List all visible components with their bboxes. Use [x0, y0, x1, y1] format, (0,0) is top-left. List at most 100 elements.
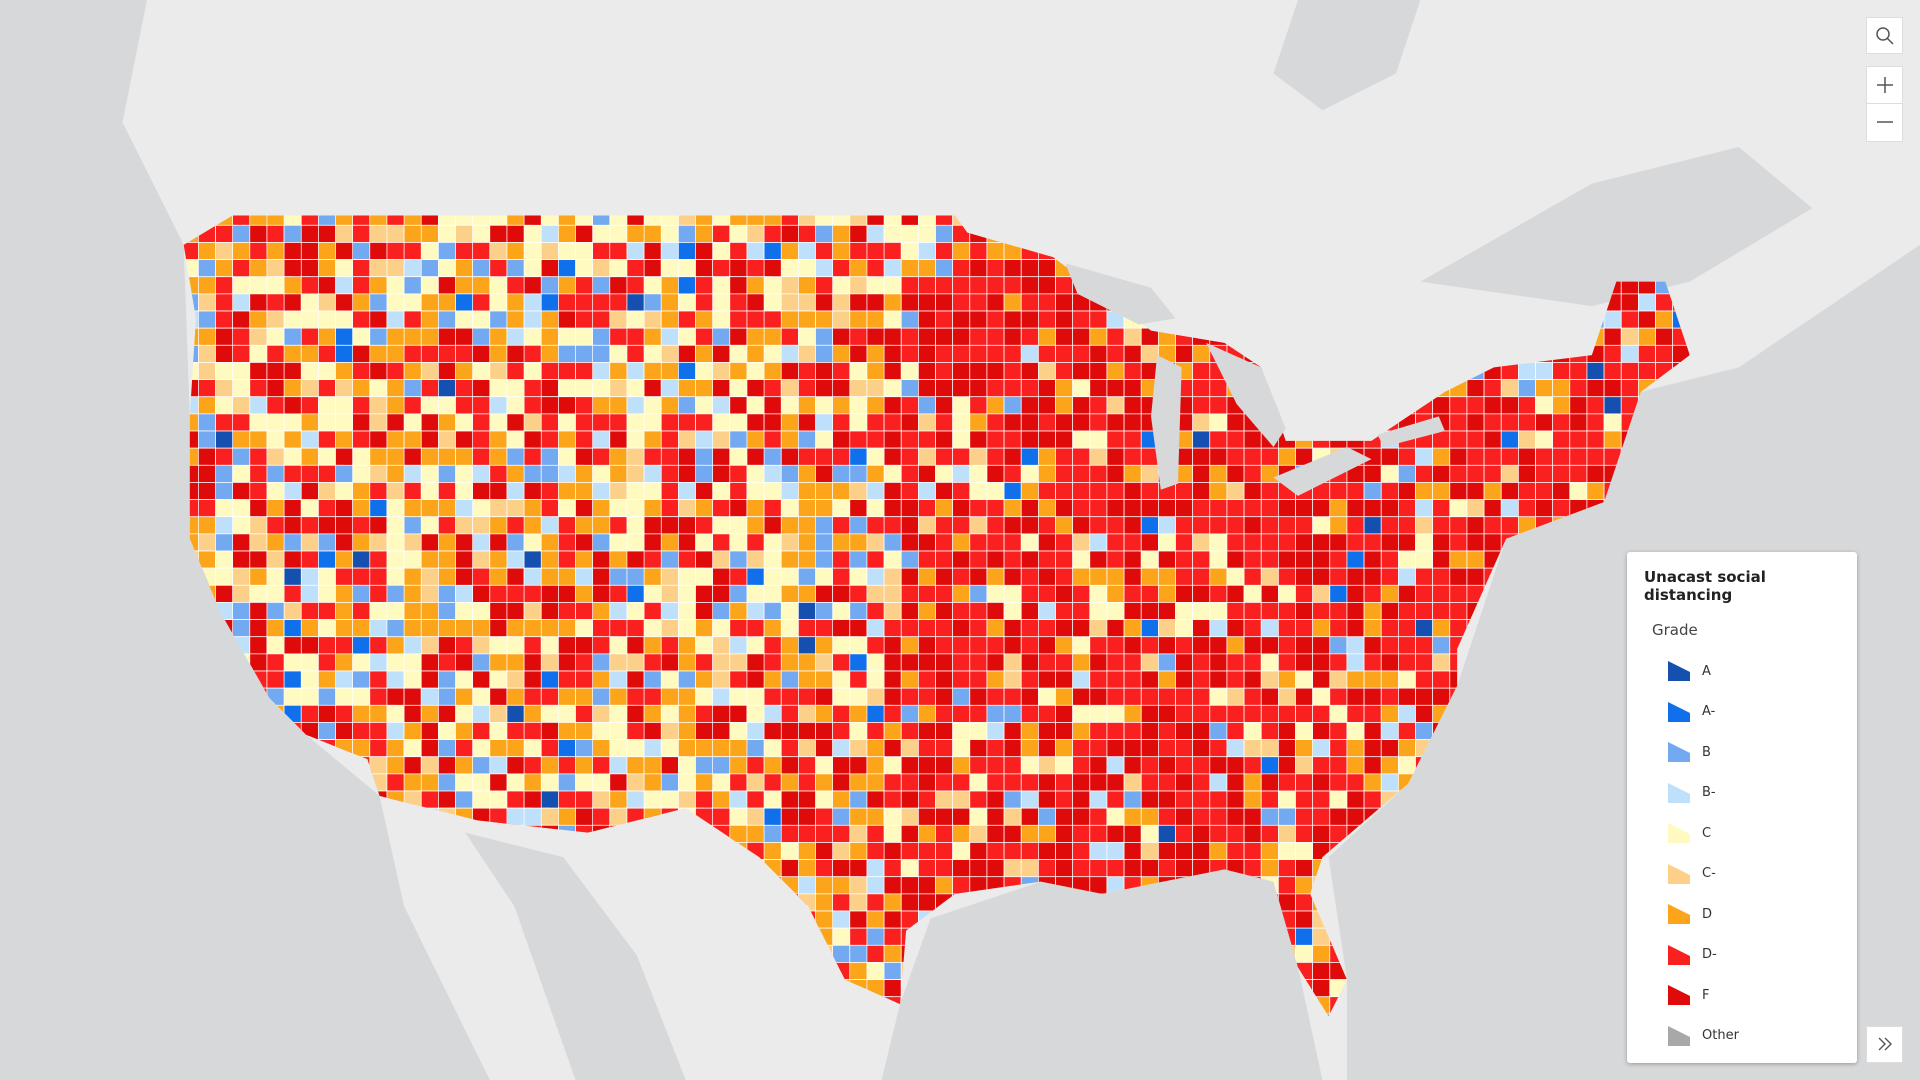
county: [1638, 362, 1656, 380]
county: [832, 619, 851, 638]
expand-button[interactable]: [1866, 1026, 1903, 1063]
county: [712, 602, 731, 620]
county: [1260, 824, 1279, 843]
county: [1123, 756, 1142, 775]
swatch-shape: [1668, 742, 1690, 763]
county: [1226, 602, 1245, 620]
county: [1449, 464, 1468, 483]
county: [1312, 687, 1331, 706]
county: [798, 379, 816, 398]
county: [1226, 550, 1245, 569]
county: [660, 293, 679, 312]
county: [1175, 584, 1194, 603]
county: [1483, 482, 1502, 500]
county: [1432, 464, 1451, 483]
county: [900, 773, 919, 792]
county: [1243, 567, 1262, 586]
legend-swatch: [1668, 661, 1690, 682]
swatch-shape: [1668, 1025, 1690, 1046]
county: [1055, 636, 1074, 655]
county: [1483, 396, 1502, 415]
county: [918, 722, 936, 740]
county: [403, 756, 422, 775]
county: [489, 687, 508, 706]
county: [1209, 413, 1228, 432]
lake-superior: [1065, 263, 1176, 325]
county: [369, 516, 388, 535]
county: [643, 379, 662, 398]
county: [678, 516, 696, 535]
county: [1020, 773, 1039, 792]
county: [918, 276, 936, 295]
county: [1209, 704, 1228, 723]
county: [883, 430, 902, 449]
county: [386, 739, 405, 758]
county: [1380, 722, 1399, 740]
county: [900, 824, 919, 843]
county: [506, 653, 525, 672]
county: [798, 533, 816, 552]
county: [1209, 430, 1228, 449]
county: [969, 722, 988, 740]
county: [849, 310, 868, 329]
county: [900, 687, 919, 706]
county: [1449, 499, 1468, 518]
county: [1072, 550, 1091, 569]
county: [986, 259, 1005, 278]
county: [918, 413, 936, 432]
county: [1055, 499, 1074, 518]
county: [1329, 773, 1348, 792]
county: [729, 499, 748, 518]
county: [1038, 362, 1056, 380]
county: [952, 276, 971, 295]
county: [935, 413, 954, 432]
search-button[interactable]: [1866, 17, 1903, 54]
county: [1329, 722, 1348, 740]
county: [1483, 413, 1502, 432]
county: [1192, 653, 1211, 672]
county: [1432, 619, 1451, 638]
county: [438, 619, 456, 638]
county: [1260, 670, 1279, 689]
county: [849, 687, 868, 706]
county: [1089, 567, 1108, 586]
county: [643, 310, 662, 329]
county: [1569, 464, 1588, 483]
county: [900, 842, 919, 860]
legend-title: Unacast social distancing: [1644, 568, 1766, 604]
county: [1106, 464, 1125, 483]
county: [1106, 670, 1125, 689]
county: [1226, 619, 1245, 638]
county: [386, 224, 405, 243]
county: [420, 362, 439, 380]
county: [815, 533, 834, 552]
county: [712, 310, 731, 329]
zoom-in-button[interactable]: [1866, 66, 1903, 104]
county: [1192, 756, 1211, 775]
county: [198, 430, 216, 449]
county: [198, 259, 216, 278]
county: [1346, 790, 1365, 809]
county: [1020, 722, 1039, 740]
county: [935, 533, 954, 552]
county: [352, 739, 371, 758]
county: [1226, 653, 1245, 672]
county: [335, 704, 354, 723]
legend-swatch: [1668, 1025, 1690, 1046]
county: [1380, 447, 1399, 466]
county: [540, 396, 559, 415]
county: [1243, 739, 1262, 758]
county: [1192, 619, 1211, 638]
county: [1020, 653, 1039, 672]
county: [1209, 464, 1228, 483]
county: [232, 327, 251, 346]
county: [900, 756, 919, 775]
zoom-out-button[interactable]: [1866, 104, 1903, 142]
county: [918, 807, 936, 826]
county: [1038, 276, 1056, 295]
county: [1140, 584, 1159, 603]
county: [455, 259, 474, 278]
county: [900, 722, 919, 740]
county: [1278, 499, 1296, 518]
county: [900, 259, 919, 278]
